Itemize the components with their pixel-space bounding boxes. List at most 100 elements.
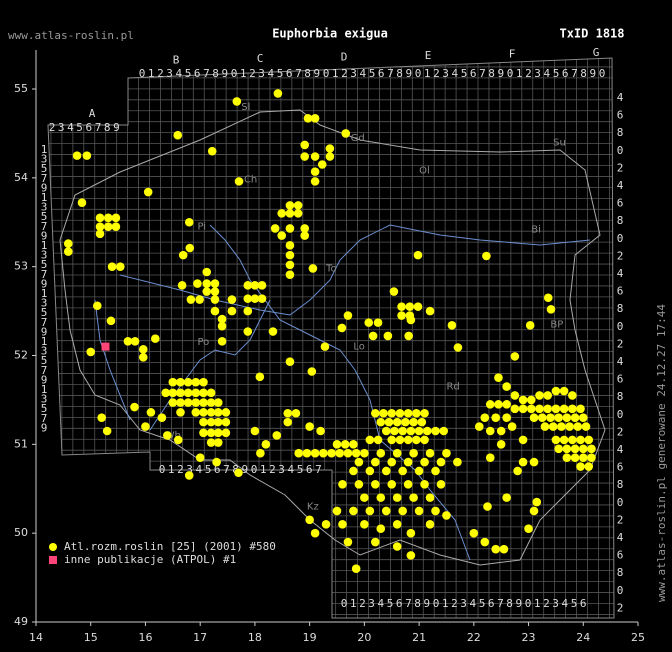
grid-digit: 3 bbox=[41, 249, 48, 262]
grid-digit: 3 bbox=[41, 201, 48, 214]
record-dot bbox=[414, 426, 424, 436]
grid-digit: 7 bbox=[387, 67, 394, 80]
record-dot bbox=[491, 544, 501, 554]
record-dot bbox=[243, 294, 253, 303]
grid-digit: 6 bbox=[617, 197, 624, 210]
grid-digit: 5 bbox=[41, 402, 48, 415]
grid-digit: 4 bbox=[617, 179, 624, 192]
legend-label: Atl.rozm.roslin [25] (2001) #580 bbox=[64, 540, 276, 553]
record-dot bbox=[283, 417, 293, 427]
record-dot bbox=[502, 413, 511, 422]
record-dot bbox=[332, 506, 342, 516]
y-tick-label: 50 bbox=[14, 526, 28, 539]
record-dot bbox=[412, 408, 421, 418]
record-dot bbox=[343, 448, 353, 458]
grid-digit: 4 bbox=[377, 597, 384, 610]
record-dot bbox=[310, 152, 320, 161]
grid-digit: 6 bbox=[562, 67, 569, 80]
grid-digit: 9 bbox=[423, 597, 430, 610]
record-dot bbox=[354, 457, 364, 467]
record-dot bbox=[587, 453, 596, 462]
grid-digit: 4 bbox=[195, 463, 202, 476]
record-dot bbox=[283, 408, 293, 418]
record-dot bbox=[409, 448, 418, 458]
record-dot bbox=[338, 480, 347, 489]
record-dot bbox=[327, 448, 336, 458]
grid-digit: 0 bbox=[617, 144, 624, 157]
record-dot bbox=[213, 408, 223, 417]
x-tick-label: 17 bbox=[193, 631, 207, 644]
record-dot bbox=[436, 457, 446, 467]
grid-digit: 0 bbox=[323, 67, 330, 80]
grid-digit: 1 bbox=[516, 67, 523, 80]
y-tick-label: 51 bbox=[14, 437, 28, 450]
grid-digit: 0 bbox=[139, 67, 146, 80]
record-dot bbox=[285, 270, 295, 279]
record-dot bbox=[526, 395, 536, 405]
record-dot bbox=[138, 352, 148, 362]
record-dot bbox=[217, 314, 227, 324]
map-title: Euphorbia exigua bbox=[272, 27, 388, 41]
record-dot bbox=[270, 224, 280, 233]
record-dot bbox=[406, 315, 416, 325]
record-dot bbox=[217, 336, 227, 346]
record-dot bbox=[568, 391, 577, 400]
record-dot bbox=[485, 400, 495, 409]
record-dot bbox=[186, 295, 196, 304]
grid-digit: 1 bbox=[168, 463, 175, 476]
grid-digit: 4 bbox=[287, 463, 294, 476]
grid-digit: 1 bbox=[350, 597, 357, 610]
region-label: Kz bbox=[307, 502, 319, 513]
grid-letter: B bbox=[173, 54, 180, 67]
grid-digit: 5 bbox=[41, 258, 48, 271]
region-label: Su bbox=[553, 137, 566, 148]
grid-digit: 3 bbox=[552, 597, 559, 610]
grid-digit: 8 bbox=[212, 67, 219, 80]
record-dot bbox=[285, 250, 295, 260]
record-dot bbox=[163, 431, 172, 440]
record-dot bbox=[210, 295, 220, 304]
grid-digit: 6 bbox=[396, 597, 403, 610]
record-dot bbox=[213, 398, 223, 407]
record-dot bbox=[291, 408, 301, 418]
grid-letter: C bbox=[257, 52, 264, 65]
record-dot bbox=[406, 551, 416, 560]
record-dot bbox=[383, 331, 393, 341]
grid-digit: 6 bbox=[378, 67, 385, 80]
record-dot bbox=[250, 426, 260, 436]
grid-digit: 8 bbox=[617, 390, 624, 403]
record-dot bbox=[178, 250, 188, 260]
region-label: Sl bbox=[241, 102, 250, 113]
grid-digit: 8 bbox=[617, 126, 624, 139]
grid-outline bbox=[47, 57, 615, 619]
record-dot bbox=[212, 457, 221, 467]
record-dot bbox=[293, 201, 303, 210]
grid-digit: 6 bbox=[85, 121, 92, 134]
x-tick-label: 20 bbox=[357, 631, 371, 644]
record-dot bbox=[395, 435, 405, 445]
record-dot bbox=[576, 435, 585, 445]
record-dot bbox=[376, 448, 386, 458]
record-dot bbox=[395, 408, 405, 418]
record-dot bbox=[425, 493, 435, 502]
grid-digit: 5 bbox=[41, 210, 48, 223]
grid-digit: 5 bbox=[571, 597, 578, 610]
river bbox=[209, 224, 471, 561]
record-dot bbox=[168, 388, 178, 398]
record-dot bbox=[364, 318, 374, 327]
record-dot bbox=[243, 327, 253, 336]
record-dot bbox=[206, 438, 216, 447]
record-dot bbox=[414, 466, 424, 476]
record-dot bbox=[285, 224, 295, 233]
grid-digit: 2 bbox=[525, 67, 532, 80]
grid-digit: 9 bbox=[41, 181, 48, 194]
record-dot bbox=[202, 267, 212, 277]
record-dot bbox=[442, 448, 451, 458]
record-dot bbox=[191, 377, 201, 387]
record-dot bbox=[387, 480, 397, 489]
x-tick-label: 14 bbox=[29, 631, 43, 644]
grid-digit: 0 bbox=[525, 597, 532, 610]
record-dot bbox=[173, 130, 183, 140]
grid-digit: 7 bbox=[203, 67, 210, 80]
grid-digit: 6 bbox=[470, 67, 477, 80]
